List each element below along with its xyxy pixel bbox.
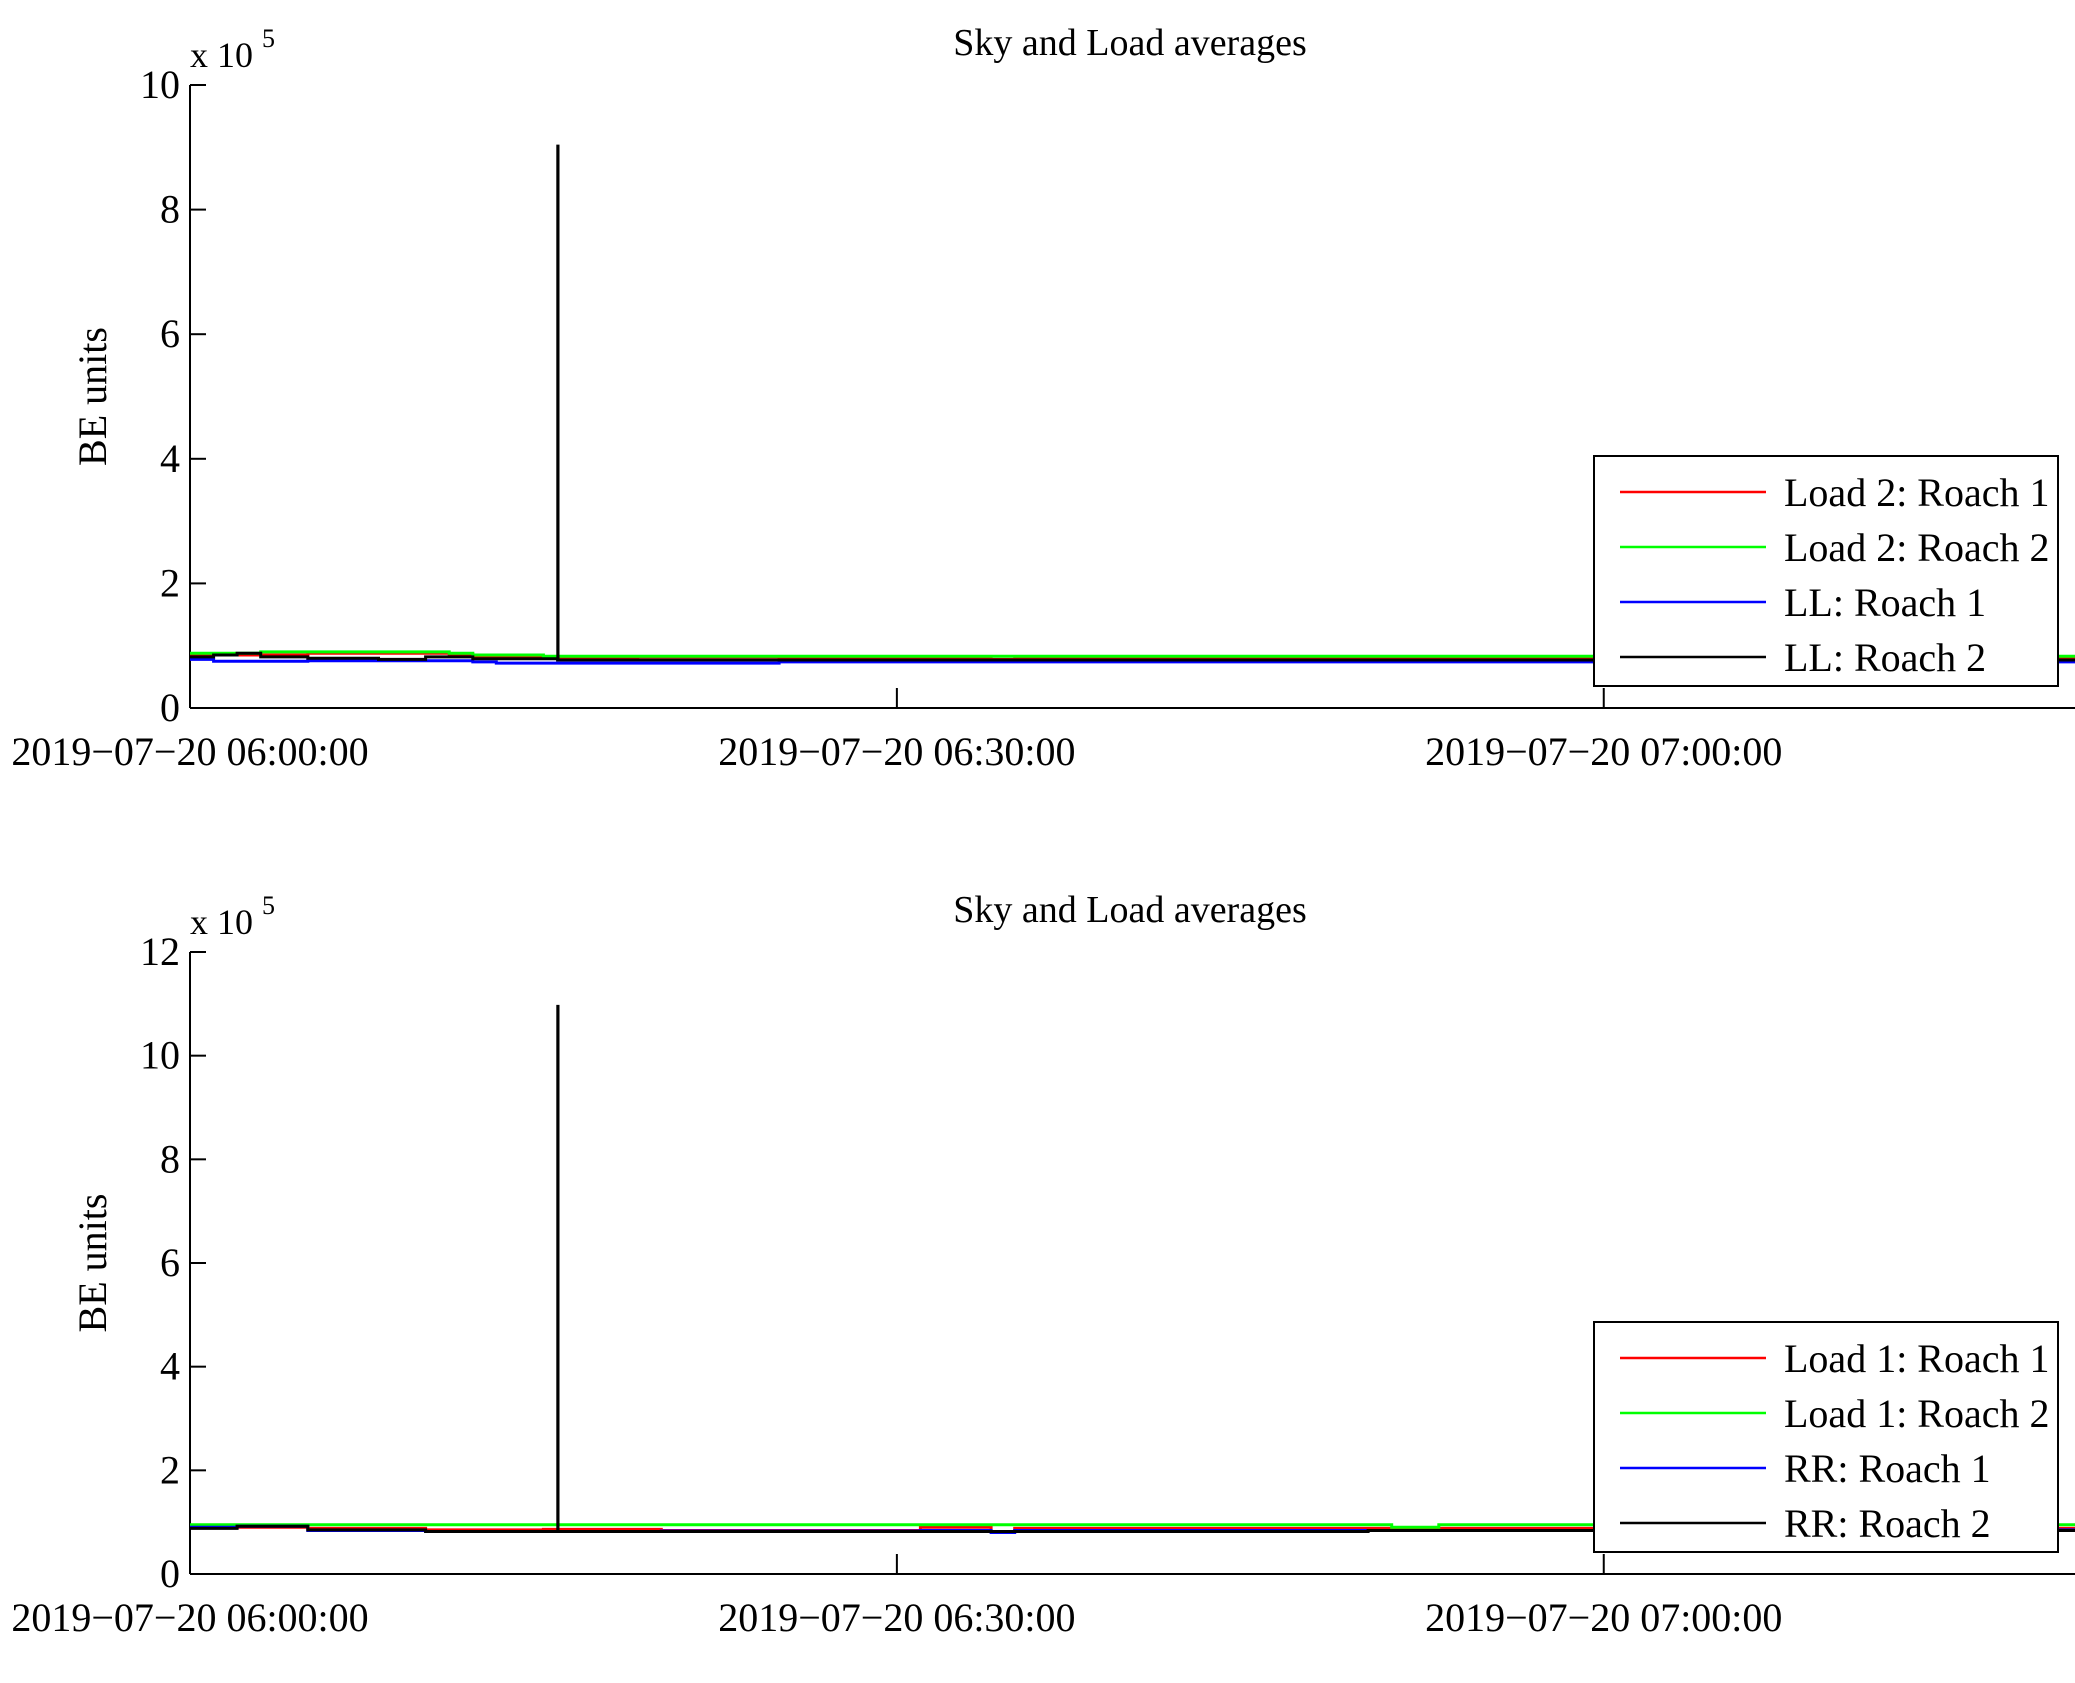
x-tick-label: 2019−07−20 07:00:00 — [1425, 1595, 1782, 1640]
series-line-rr-roach-2 — [190, 1004, 2075, 1533]
y-tick-label: 10 — [140, 1033, 180, 1078]
chart-title: Sky and Load averages — [953, 22, 1307, 64]
y-tick-label: 4 — [160, 1344, 180, 1389]
legend-entry: Load 2: Roach 1 — [1784, 470, 2050, 515]
legend-box — [1593, 1321, 2059, 1553]
y-multiplier-exponent: 5 — [262, 24, 275, 53]
x-tick-label: 2019−07−20 07:00:00 — [1425, 729, 1782, 774]
y-multiplier-exponent: 5 — [262, 891, 275, 920]
y-axis-label: BE units — [70, 327, 115, 466]
y-tick-label: 6 — [160, 311, 180, 356]
legend-entry: Load 1: Roach 2 — [1784, 1391, 2050, 1436]
y-tick-label: 6 — [160, 1240, 180, 1285]
x-tick-label: 2019−07−20 06:00:00 — [11, 1595, 368, 1640]
y-tick-label: 0 — [160, 1551, 180, 1596]
legend-entry: LL: Roach 2 — [1784, 635, 1986, 680]
x-tick-label: 2019−07−20 06:30:00 — [718, 729, 1075, 774]
series-line-load-1-roach-2 — [190, 1523, 2075, 1529]
chart-title: Sky and Load averages — [953, 889, 1307, 931]
y-multiplier-label: x 10 — [190, 35, 253, 75]
y-axis-label: BE units — [70, 1194, 115, 1333]
y-tick-label: 8 — [160, 1136, 180, 1181]
y-tick-label: 10 — [140, 62, 180, 107]
legend-entry: LL: Roach 1 — [1784, 580, 1986, 625]
series-line-ll-roach-2 — [190, 144, 2075, 662]
legend-box — [1593, 455, 2059, 687]
y-tick-label: 2 — [160, 1447, 180, 1492]
series-line-ll-roach-1 — [190, 657, 2075, 665]
y-multiplier-label: x 10 — [190, 902, 253, 942]
chart-panel-1: Sky and Load averages x 10 5 0 2 4 6 8 10 2019−07… — [11, 22, 2075, 774]
legend: Load 1: Roach 1 Load 1: Roach 2 RR: Roach … — [1593, 1321, 2059, 1553]
y-tick-label: 4 — [160, 436, 180, 481]
legend: Load 2: Roach 1 Load 2: Roach 2 LL: Roach … — [1593, 455, 2059, 687]
x-tick-label: 2019−07−20 06:00:00 — [11, 729, 368, 774]
y-tick-label: 0 — [160, 685, 180, 730]
legend-entry: Load 1: Roach 1 — [1784, 1336, 2050, 1381]
chart-panel-2: Sky and Load averages x 10 5 0 2 4 6 8 10 12 2019−… — [11, 889, 2075, 1640]
y-tick-label: 8 — [160, 187, 180, 232]
y-tick-label: 12 — [140, 929, 180, 974]
y-tick-label: 2 — [160, 560, 180, 605]
legend-entry: RR: Roach 1 — [1784, 1446, 1991, 1491]
legend-entry: Load 2: Roach 2 — [1784, 525, 2050, 570]
x-tick-label: 2019−07−20 06:30:00 — [718, 1595, 1075, 1640]
legend-entry: RR: Roach 2 — [1784, 1501, 1991, 1546]
